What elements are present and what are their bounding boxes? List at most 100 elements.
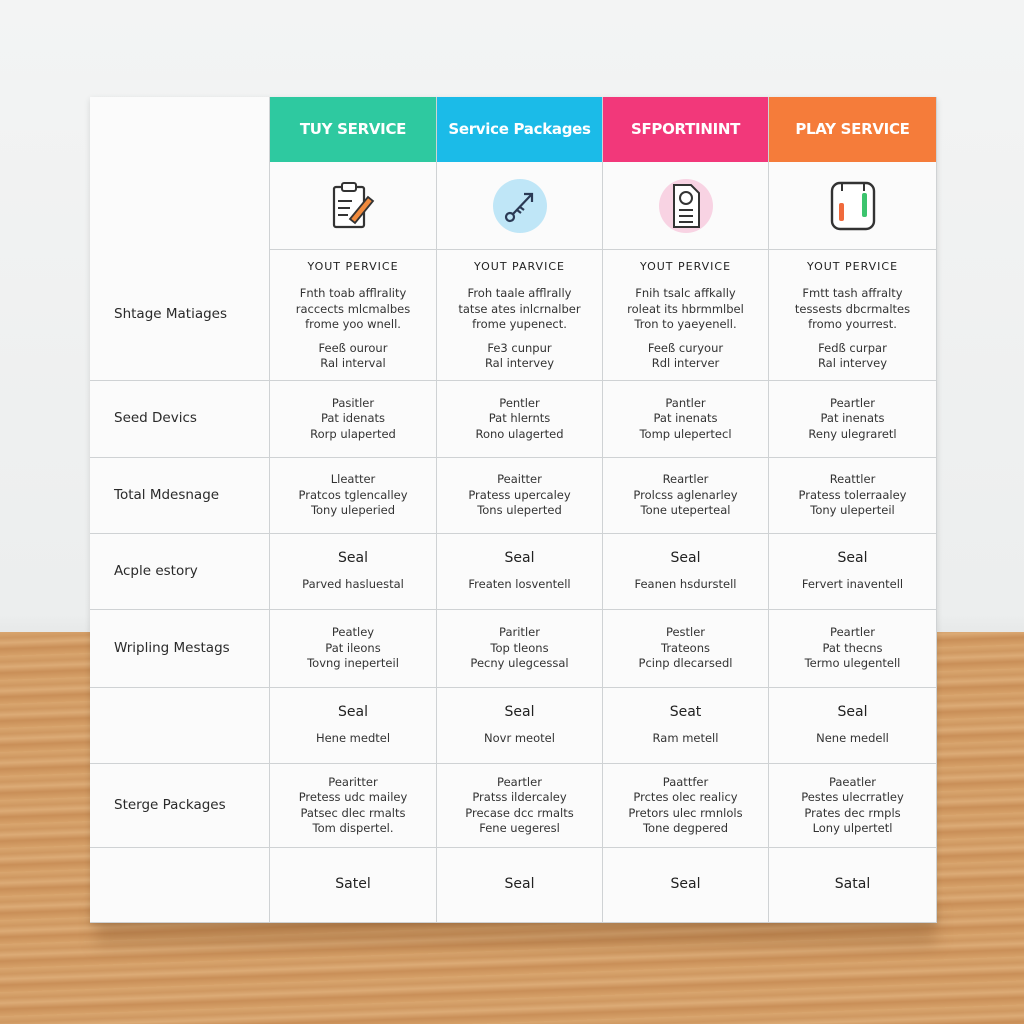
- cell-text-line: Paattfer: [662, 774, 709, 789]
- row-label: Wripling Mestags: [90, 610, 270, 688]
- cell-text-line: Fnih tsalc affkally: [635, 286, 736, 300]
- cell-text-line: Trateons: [660, 640, 710, 655]
- cell-text-line: Pat inenats: [820, 411, 885, 426]
- cell-text-line: Peaitter: [497, 472, 542, 487]
- table-cell: Paattfer Prctes olec realicy Pretors ulec …: [603, 764, 769, 848]
- cell-text-line: Tons uleperted: [477, 503, 562, 518]
- cell-text-line: Lleatter: [330, 472, 376, 487]
- cell-text-line: Rdl interver: [651, 356, 720, 370]
- cell-text-line: Nene medell: [816, 730, 889, 745]
- cell-text-line: Precase dcc rmalts: [465, 805, 574, 820]
- cell-text-line: Pestler: [665, 625, 706, 640]
- cell-text-line: Tony uleperteil: [810, 503, 895, 518]
- comparison-table-board: TUY SERVICE Service Packages SFPORTININT PL…: [90, 97, 937, 923]
- table-cell: Pearitter Pretess udc mailey Patsec dlec r…: [270, 764, 437, 848]
- cell-text-line: Reny ulegraretl: [808, 426, 897, 441]
- column-icon-cell: [437, 162, 603, 250]
- cell-text-line: raccects mlcmalbes: [295, 301, 411, 316]
- cell-text-line: Pcinp dlecarsedl: [638, 656, 733, 671]
- cell-text-line: Reattler: [829, 472, 876, 487]
- table-cell: Pestler Trateons Pcinp dlecarsedl: [603, 610, 769, 688]
- cell-text-line: Pretess udc mailey: [298, 790, 408, 804]
- table-cell: Seal Feanen hsdurstell: [603, 534, 769, 610]
- cell-text-line: Parved hasluestal: [302, 576, 404, 591]
- cell-text-line: Tron to yaeyenell.: [634, 317, 737, 331]
- cell-title: Seal: [504, 550, 535, 566]
- cell-text-line: Reartler: [662, 472, 709, 487]
- column-header-4: PLAY SERVICE: [769, 97, 937, 162]
- cell-text-line: frome yoo wnell.: [305, 317, 401, 331]
- table-cell: YOUT PERVICE Fnth toab afflrality raccects…: [270, 250, 437, 381]
- cell-text-line: Tone uteperteal: [640, 503, 731, 518]
- cell-text-line: Froh taale afflrally: [467, 286, 572, 300]
- table-cell: Seal Hene medtel: [270, 688, 437, 764]
- cell-text-line: Paritler: [499, 625, 540, 640]
- cell-text-line: fromo yourrest.: [808, 317, 897, 331]
- column-icon-cell: [270, 162, 437, 250]
- cell-title: Seal: [837, 704, 868, 720]
- cell-text-line: Pratcos tglencalley: [298, 487, 408, 502]
- table-cell: Pentler Pat hlernts Rono ulagerted: [437, 381, 603, 458]
- cell-text-line: frome yupenect.: [472, 317, 567, 331]
- table-cell: YOUT PERVICE Fnih tsalc affkally roleat it…: [603, 250, 769, 381]
- table-cell: Seal: [437, 848, 603, 923]
- table-cell: YOUT PERVICE Fmtt tash affralty tessests d…: [769, 250, 937, 381]
- table-cell: Seat Ram metell: [603, 688, 769, 764]
- cell-text-line: Pratss ildercaley: [472, 790, 567, 804]
- cell-text-line: Prolcss aglenarley: [633, 487, 738, 502]
- cell-title: YOUT PERVICE: [806, 259, 899, 273]
- cell-text-line: Hene medtel: [315, 730, 391, 745]
- column-header-1: TUY SERVICE: [270, 97, 437, 162]
- cell-text-line: tatse ates inlcrnalber: [458, 301, 581, 316]
- cell-text-line: tessests dbcrmaltes: [794, 301, 911, 316]
- column-icon-cell: [603, 162, 769, 250]
- cell-text-line: Pretors ulec rmnlols: [628, 805, 743, 820]
- cell-text-line: Pecny ulegcessal: [470, 656, 569, 671]
- clipboard-pencil-icon: [326, 179, 380, 233]
- row-label: [90, 848, 270, 923]
- table-cell: Lleatter Pratcos tglencalley Tony uleperie…: [270, 458, 437, 534]
- table-cell: Seal Fervert inaventell: [769, 534, 937, 610]
- cell-title: Seal: [837, 550, 868, 566]
- table-cell: Paeatler Pestes ulecrratley Prates dec rmp…: [769, 764, 937, 848]
- table-cell: Pantler Pat inenats Tomp ulepertecl: [603, 381, 769, 458]
- cell-text-line: Pantler: [665, 395, 706, 410]
- table-cell: Satel: [270, 848, 437, 923]
- table-cell: Peaitter Pratess upercaley Tons uleperted: [437, 458, 603, 534]
- device-bars-icon: [826, 177, 880, 235]
- cell-title: YOUT PARVICE: [474, 259, 565, 273]
- row-label: Sterge Packages: [90, 764, 270, 848]
- cell-text-line: Fedß curpar: [818, 340, 887, 355]
- cell-text-line: Paeatler: [828, 774, 877, 789]
- cell-text-line: Pestes ulecrratley: [801, 790, 904, 804]
- table-cell: Seal Freaten losventell: [437, 534, 603, 610]
- table-cell: Seal: [603, 848, 769, 923]
- cell-text-line: Prctes olec realicy: [633, 790, 738, 804]
- cell-text-line: Feanen hsdurstell: [634, 576, 737, 591]
- cell-text-line: Pratess upercaley: [468, 487, 571, 502]
- cell-text-line: Pat ileons: [325, 640, 381, 655]
- cell-text-line: Freaten losventell: [468, 576, 571, 591]
- row-label: Acple estory: [90, 534, 270, 610]
- cell-text-line: Tomp ulepertecl: [639, 426, 732, 441]
- cell-text-line: Pratess tolerraaley: [798, 487, 907, 502]
- table-cell: Paritler Top tleons Pecny ulegcessal: [437, 610, 603, 688]
- cell-text-line: Pat hlernts: [488, 411, 551, 426]
- cell-text-line: Ral interval: [320, 356, 386, 370]
- table-cell: Peatley Pat ileons Tovng ineperteil: [270, 610, 437, 688]
- cell-text-line: Fene uegeresl: [479, 821, 560, 835]
- cell-text-line: Peartler: [830, 625, 875, 640]
- key-arrow-icon: [491, 177, 549, 235]
- cell-text-line: Ral intervey: [817, 356, 888, 370]
- cell-text-line: Pat inenats: [653, 411, 718, 426]
- cell-text-line: Termo ulegentell: [804, 656, 901, 671]
- table-cell: Reartler Prolcss aglenarley Tone utepertea…: [603, 458, 769, 534]
- cell-text-line: Pat thecns: [822, 640, 883, 655]
- cell-title: Seal: [338, 550, 368, 566]
- cell-text-line: Fmtt tash affralty: [802, 286, 903, 300]
- cell-title: Seal: [504, 704, 535, 720]
- table-cell: Seal Nene medell: [769, 688, 937, 764]
- cell-text-line: Fe3 cunpur: [487, 340, 552, 355]
- table-cell: Reattler Pratess tolerraaley Tony uleperte…: [769, 458, 937, 534]
- row-label: Total Mdesnage: [90, 458, 270, 534]
